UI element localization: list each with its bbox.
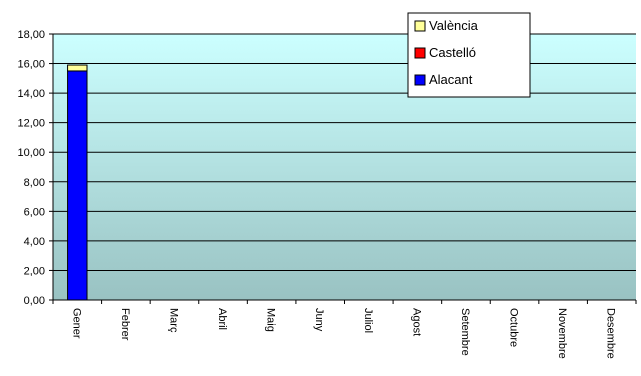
y-tick-label: 10,00 [17,147,45,159]
plot-area [53,34,636,300]
x-tick-label: Octubre [508,308,520,347]
y-tick-label: 12,00 [17,118,45,130]
y-tick-label: 0,00 [24,295,45,307]
x-tick-label: Febrer [119,308,131,341]
y-tick-label: 2,00 [24,265,45,277]
x-tick-label: Juny [313,308,325,332]
y-tick-label: 4,00 [24,236,45,248]
x-tick-label: Març [167,308,179,333]
x-tick-label: Abril [216,308,228,330]
x-tick-label: Gener [70,308,82,339]
legend-swatch [414,74,426,86]
x-tick-label: Setembre [459,308,471,356]
y-tick-label: 14,00 [17,88,45,100]
legend-swatch [414,20,426,32]
bar-alacant-gener [67,70,88,301]
x-tick-label: Juliol [362,308,374,333]
legend [407,12,531,98]
legend-swatch [414,47,426,59]
bar-valència-gener [67,64,88,72]
legend-label: Alacant [429,72,473,87]
x-tick-label: Agost [410,308,422,336]
y-tick-label: 8,00 [24,177,45,189]
legend-label: Castelló [429,45,476,60]
legend-label: València [429,18,479,33]
y-tick-label: 18,00 [17,29,45,41]
x-tick-label: Novembre [556,308,568,359]
x-tick-label: Desembre [605,308,617,359]
y-tick-label: 16,00 [17,59,45,71]
y-tick-label: 6,00 [24,206,45,218]
x-tick-label: Maig [265,308,277,332]
